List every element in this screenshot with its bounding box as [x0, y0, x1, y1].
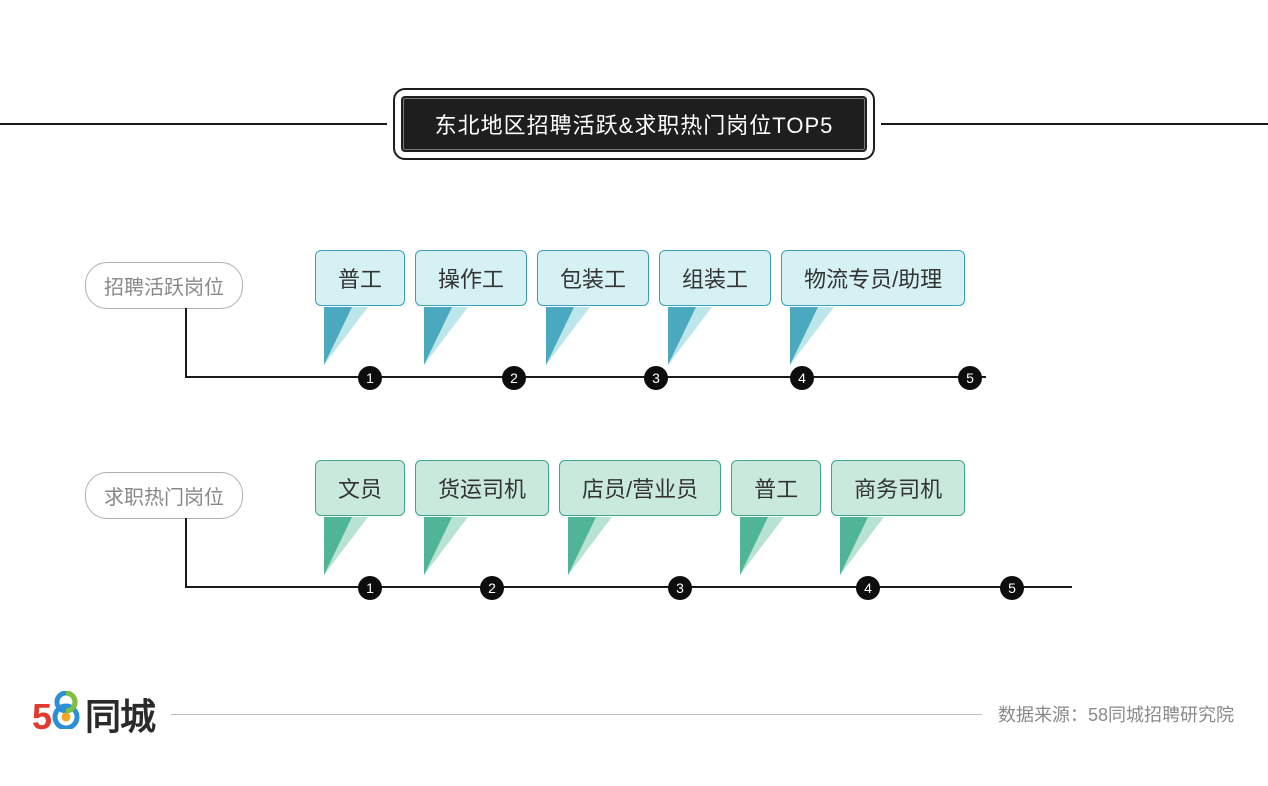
axis-vert-jobseeking	[185, 518, 187, 588]
badge-row2-4: 普工	[731, 460, 821, 516]
title-pill: 东北地区招聘活跃&求职热门岗位TOP5	[395, 90, 874, 158]
title-row: 东北地区招聘活跃&求职热门岗位TOP5	[0, 90, 1268, 158]
rank-dot-row1-5: 5	[958, 366, 982, 390]
rank-dot-row1-2: 2	[502, 366, 526, 390]
footer-rule	[171, 714, 982, 715]
footer: 5 同城 数据来源：58同城招聘研究院	[0, 688, 1268, 740]
rank-dot-row2-2: 2	[480, 576, 504, 600]
rank-dot-row1-3: 3	[644, 366, 668, 390]
rank-dot-row1-1: 1	[358, 366, 382, 390]
badge-row1-5: 物流专员/助理	[781, 250, 965, 306]
axis-recruiting	[185, 376, 986, 378]
badge-row-recruiting: 普工操作工包装工组装工物流专员/助理	[315, 250, 965, 306]
axis-jobseeking	[185, 586, 1072, 588]
title-rule-right	[881, 123, 1268, 125]
axis-vert-recruiting	[185, 308, 187, 378]
badge-row1-3: 包装工	[537, 250, 649, 306]
logo-text-cn: 同城	[85, 688, 155, 740]
rank-dot-row2-3: 3	[668, 576, 692, 600]
logo-digit-8	[51, 691, 81, 729]
logo-digit-5: 5	[32, 696, 51, 738]
badge-row1-4: 组装工	[659, 250, 771, 306]
badge-row2-1: 文员	[315, 460, 405, 516]
logo-58tongcheng: 5 同城	[32, 688, 155, 740]
badge-row2-3: 店员/营业员	[559, 460, 721, 516]
badge-row-jobseeking: 文员货运司机店员/营业员普工商务司机	[315, 460, 965, 516]
badge-row2-5: 商务司机	[831, 460, 965, 516]
title-rule-left	[0, 123, 387, 125]
source-text: 数据来源：58同城招聘研究院	[998, 701, 1234, 727]
row-label-jobseeking: 求职热门岗位	[85, 472, 243, 519]
rank-dot-row1-4: 4	[790, 366, 814, 390]
rank-dot-row2-4: 4	[856, 576, 880, 600]
badge-row2-2: 货运司机	[415, 460, 549, 516]
rank-dot-row2-1: 1	[358, 576, 382, 600]
rank-dot-row2-5: 5	[1000, 576, 1024, 600]
row-label-recruiting: 招聘活跃岗位	[85, 262, 243, 309]
badge-row1-1: 普工	[315, 250, 405, 306]
badge-row1-2: 操作工	[415, 250, 527, 306]
